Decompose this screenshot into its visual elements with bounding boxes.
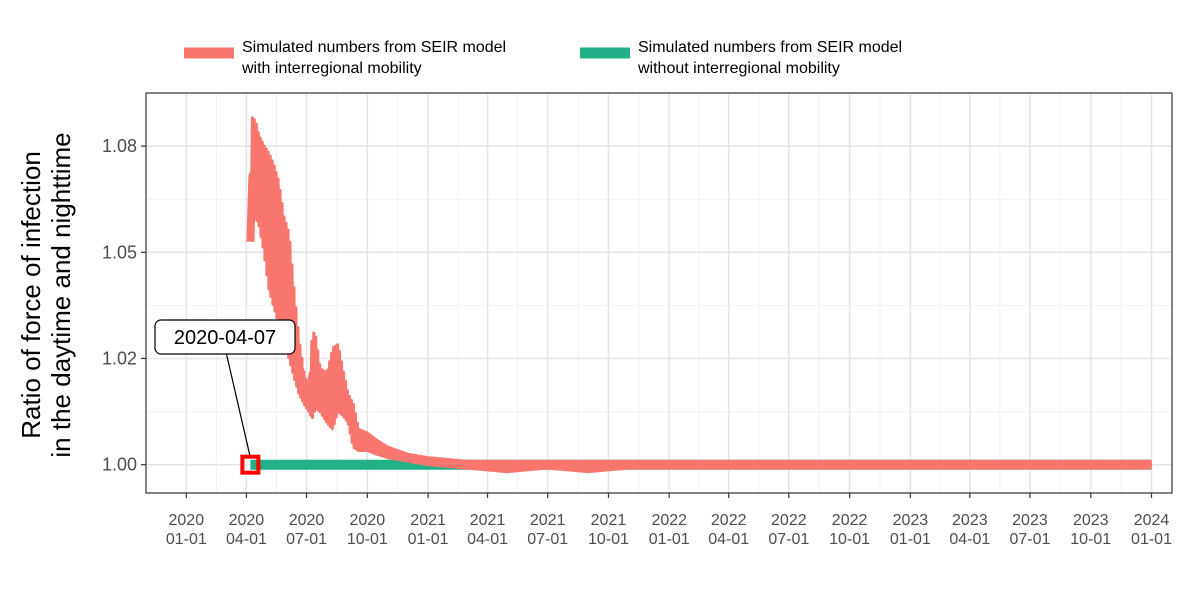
panel-border <box>145 92 1173 494</box>
x-tick-label-year: 2023 <box>893 512 929 529</box>
x-tick-label-year: 2021 <box>591 512 627 529</box>
y-tick-label: 1.05 <box>102 242 137 262</box>
annotation-leader-line <box>225 351 251 458</box>
legend-label-without-mobility-line2: without interregional mobility <box>637 60 840 77</box>
x-tick-label-date: 10-01 <box>1070 531 1111 548</box>
series-line-with-mobility <box>246 165 1152 471</box>
x-tick-label-date: 10-01 <box>829 531 870 548</box>
x-tick-label-date: 04-01 <box>949 531 990 548</box>
legend-label-with-mobility-line2: with interregional mobility <box>241 60 422 77</box>
x-tick-label-year: 2024 <box>1134 512 1170 529</box>
x-tick-label-date: 04-01 <box>708 531 749 548</box>
axis-layer: 1.00 1.02 1.05 1.08 2020 01-01 2020 04-01 2020 07… <box>102 136 1172 548</box>
x-tick-label-date: 07-01 <box>527 531 568 548</box>
y-tick-label: 1.00 <box>102 455 137 475</box>
x-tick-label-year: 2021 <box>530 512 566 529</box>
x-tick-label-date: 01-01 <box>166 531 207 548</box>
y-axis-title-line1: Ratio of force of infection <box>16 151 46 439</box>
legend-label-with-mobility-line1: Simulated numbers from SEIR model <box>242 39 506 56</box>
x-tick-label-year: 2021 <box>410 512 446 529</box>
x-tick-label-date: 10-01 <box>588 531 629 548</box>
x-tick-label-year: 2022 <box>711 512 747 529</box>
annotation-label-box <box>154 319 296 355</box>
x-tick-label-date: 01-01 <box>1131 531 1172 548</box>
legend: Simulated numbers from SEIR model with i… <box>184 39 902 77</box>
series-band-with-mobility <box>248 116 1153 474</box>
x-tick-label-year: 2020 <box>169 512 205 529</box>
x-tick-label-year: 2020 <box>289 512 325 529</box>
x-tick-label-year: 2022 <box>771 512 807 529</box>
legend-label-without-mobility-line1: Simulated numbers from SEIR model <box>638 39 902 56</box>
x-tick-label-date: 07-01 <box>1009 531 1050 548</box>
x-tick-label-date: 07-01 <box>286 531 327 548</box>
x-tick-label-date: 04-01 <box>467 531 508 548</box>
x-tick-label-year: 2022 <box>651 512 687 529</box>
x-tick-label-date: 07-01 <box>768 531 809 548</box>
x-tick-label-date: 04-01 <box>226 531 267 548</box>
x-tick-label-year: 2020 <box>229 512 265 529</box>
y-tick-label: 1.02 <box>102 348 137 368</box>
annotation: 2020-04-07 <box>154 319 296 475</box>
x-tick-label-year: 2023 <box>1073 512 1109 529</box>
x-tick-label-year: 2022 <box>832 512 868 529</box>
x-tick-label-date: 01-01 <box>408 531 449 548</box>
x-tick-label-year: 2023 <box>1012 512 1048 529</box>
x-tick-label-year: 2020 <box>350 512 386 529</box>
annotation-label: 2020-04-07 <box>174 327 276 349</box>
x-tick-label-year: 2023 <box>952 512 988 529</box>
x-tick-label-date: 10-01 <box>347 531 388 548</box>
annotation-marker <box>240 454 261 475</box>
x-tick-label-year: 2021 <box>470 512 506 529</box>
y-axis-title: Ratio of force of infection in the dayti… <box>16 132 76 457</box>
x-tick-label-date: 01-01 <box>890 531 931 548</box>
y-axis-title-line2: in the daytime and nighttime <box>46 132 76 457</box>
grid-layer <box>146 93 1172 493</box>
series-layer <box>246 116 1153 474</box>
x-tick-label-date: 01-01 <box>649 531 690 548</box>
y-tick-label: 1.08 <box>102 136 137 156</box>
